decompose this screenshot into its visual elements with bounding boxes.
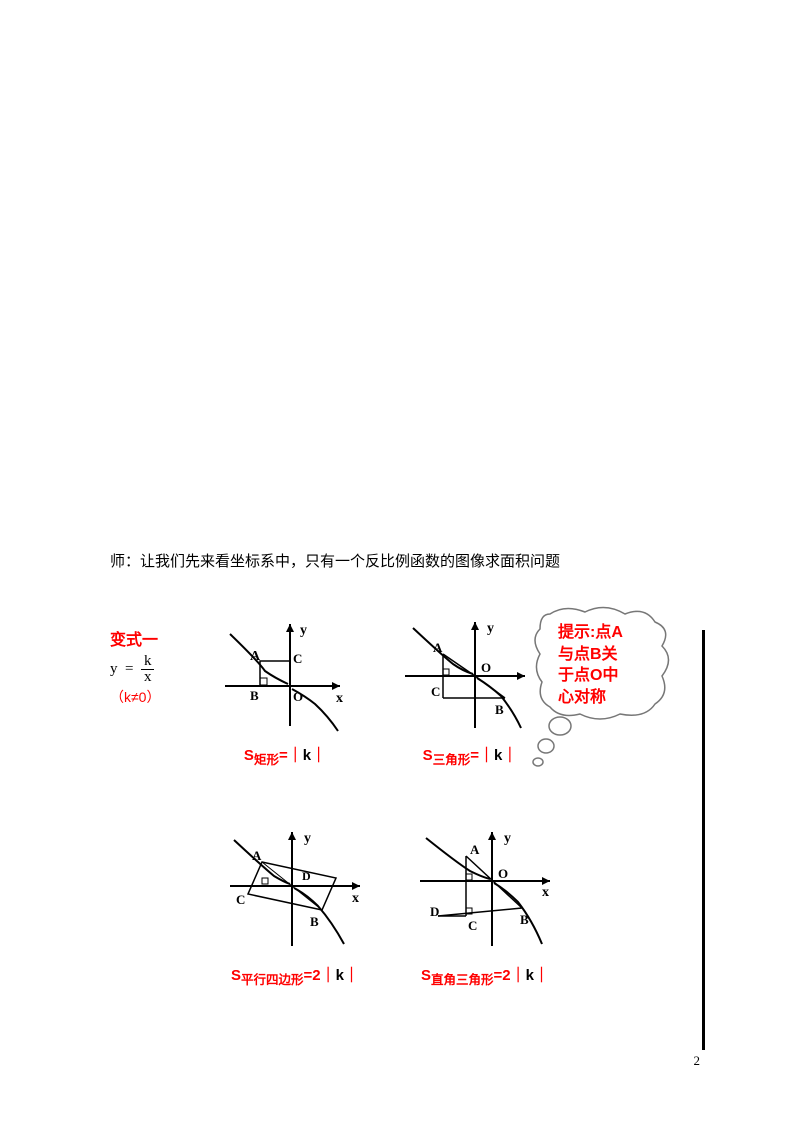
graph-2-svg: A O C B y [395, 616, 535, 736]
g3-x: x [352, 891, 359, 906]
formula-1: S矩形=｜k｜ [210, 744, 360, 768]
g2-C: C [431, 684, 440, 699]
diagram-container: 变式一 y = k x （k≠0） [110, 626, 670, 1046]
eq-eq: = [125, 661, 133, 677]
g4-x: x [542, 885, 549, 900]
graph-1: A C B O x y S矩形=｜k｜ [210, 616, 360, 768]
g1-C: C [293, 651, 302, 666]
condition: （k≠0） [110, 687, 160, 707]
right-border-line [702, 630, 705, 1050]
g2-A: A [433, 640, 443, 655]
g1-O: O [293, 689, 303, 704]
equation: y = k x [110, 654, 160, 685]
eq-lhs: y [110, 661, 118, 677]
g4-B: B [520, 912, 529, 927]
g4-D: D [430, 904, 439, 919]
graph-4-svg: A O D C B x y [410, 826, 560, 956]
g3-C: C [236, 892, 245, 907]
g4-A: A [470, 842, 480, 857]
variant-title: 变式一 [110, 626, 160, 650]
g1-y: y [300, 623, 307, 638]
graph-1-svg: A C B O x y [210, 616, 350, 736]
teacher-text: 师：让我们先来看坐标系中，只有一个反比例函数的图像求面积问题 [110, 550, 690, 571]
g4-C: C [468, 918, 477, 933]
g4-y: y [504, 831, 511, 846]
g3-B: B [310, 914, 319, 929]
g2-O: O [481, 660, 491, 675]
thought-bubble: 提示:点A 与点B关 于点O中 心对称 [530, 604, 680, 789]
g3-y: y [304, 831, 311, 846]
formula-2: S三角形=｜k｜ [395, 744, 545, 768]
g1-A: A [250, 649, 261, 664]
g3-D: D [302, 869, 311, 883]
graph-4: A O D C B x y S直角三角形=2｜k｜ [410, 826, 560, 988]
eq-den: x [141, 670, 155, 685]
g1-B: B [250, 688, 259, 703]
g1-x: x [336, 691, 343, 706]
graph-3: A C D B x y S平行四边形=2｜k｜ [220, 826, 370, 988]
formula-4: S直角三角形=2｜k｜ [410, 964, 560, 988]
g3-A: A [252, 848, 262, 863]
bubble-text: 提示:点A 与点B关 于点O中 心对称 [558, 622, 623, 708]
g2-B: B [495, 702, 504, 717]
page-number: 2 [694, 1053, 701, 1069]
variant-block: 变式一 y = k x （k≠0） [110, 626, 160, 707]
g4-O: O [498, 866, 508, 881]
formula-3: S平行四边形=2｜k｜ [220, 964, 370, 988]
graph-3-svg: A C D B x y [220, 826, 370, 956]
eq-num: k [141, 654, 155, 670]
g2-y: y [487, 621, 494, 636]
graph-2: A O C B y S三角形=｜k｜ [395, 616, 545, 768]
